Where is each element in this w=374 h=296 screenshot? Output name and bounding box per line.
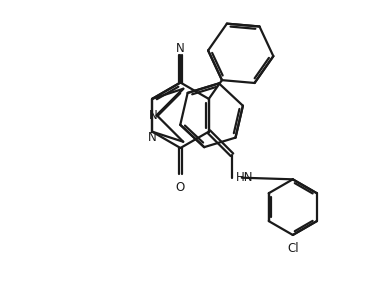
- Text: N: N: [148, 109, 157, 122]
- Text: O: O: [176, 181, 185, 194]
- Text: HN: HN: [236, 171, 253, 184]
- Text: N: N: [148, 131, 156, 144]
- Text: Cl: Cl: [287, 242, 298, 255]
- Text: N: N: [176, 42, 185, 55]
